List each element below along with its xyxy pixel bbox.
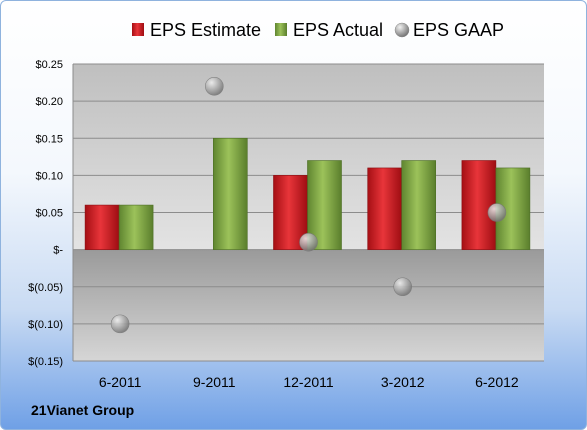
actual-bar-6-2011 (118, 204, 154, 250)
legend-swatch (275, 23, 287, 36)
actual-bar-3-2012 (401, 160, 437, 250)
gaap-point-12-2011 (299, 232, 318, 252)
y-tick-label: $0.20 (35, 96, 63, 108)
legend-label: EPS Estimate (150, 20, 261, 40)
x-tick-label: 3-2012 (381, 374, 425, 390)
gaap-point-6-2012 (487, 203, 507, 222)
x-tick-label: 6-2011 (99, 374, 142, 390)
y-tick-label: $0.25 (35, 59, 63, 71)
y-tick-label: $(0.15) (28, 356, 63, 368)
plot-bg-negative (73, 249, 544, 361)
x-tick-label: 6-2012 (475, 374, 519, 390)
legend-swatch (394, 22, 410, 38)
y-axis: $0.25 $0.20 $0.15 $0.10 $0.05 $- $(0.05) $(0.10… (28, 59, 74, 368)
bars (84, 137, 531, 250)
gaap-point-3-2012 (393, 277, 413, 297)
company-name: 21Vianet Group (31, 402, 135, 418)
estimate-bar-6-2012 (461, 160, 497, 250)
gaap-point-9-2011 (205, 76, 224, 96)
y-tick-label: $(0.10) (28, 319, 63, 331)
y-tick-label: $0.05 (35, 208, 63, 220)
estimate-bar-3-2012 (367, 167, 403, 250)
estimate-bar-6-2011 (84, 204, 120, 250)
gaap-point-6-2011 (110, 314, 130, 334)
actual-bar-9-2011 (213, 137, 248, 250)
y-tick-label: $0.15 (35, 133, 63, 145)
x-tick-label: 9-2011 (193, 374, 236, 390)
y-tick-label: $0.10 (35, 170, 63, 182)
x-tick-label: 12-2011 (283, 374, 334, 390)
legend-label: EPS GAAP (413, 20, 504, 40)
legend-swatch (132, 23, 144, 36)
x-axis: 6-2011 9-2011 12-2011 3-2012 6-2012 (73, 360, 544, 390)
gaap-points (110, 76, 507, 334)
legend-label: EPS Actual (293, 20, 383, 40)
legend: EPS Estimate EPS Actual EPS GAAP (132, 20, 504, 40)
y-tick-label: $- (53, 245, 63, 257)
y-tick-label: $(0.05) (28, 282, 63, 294)
